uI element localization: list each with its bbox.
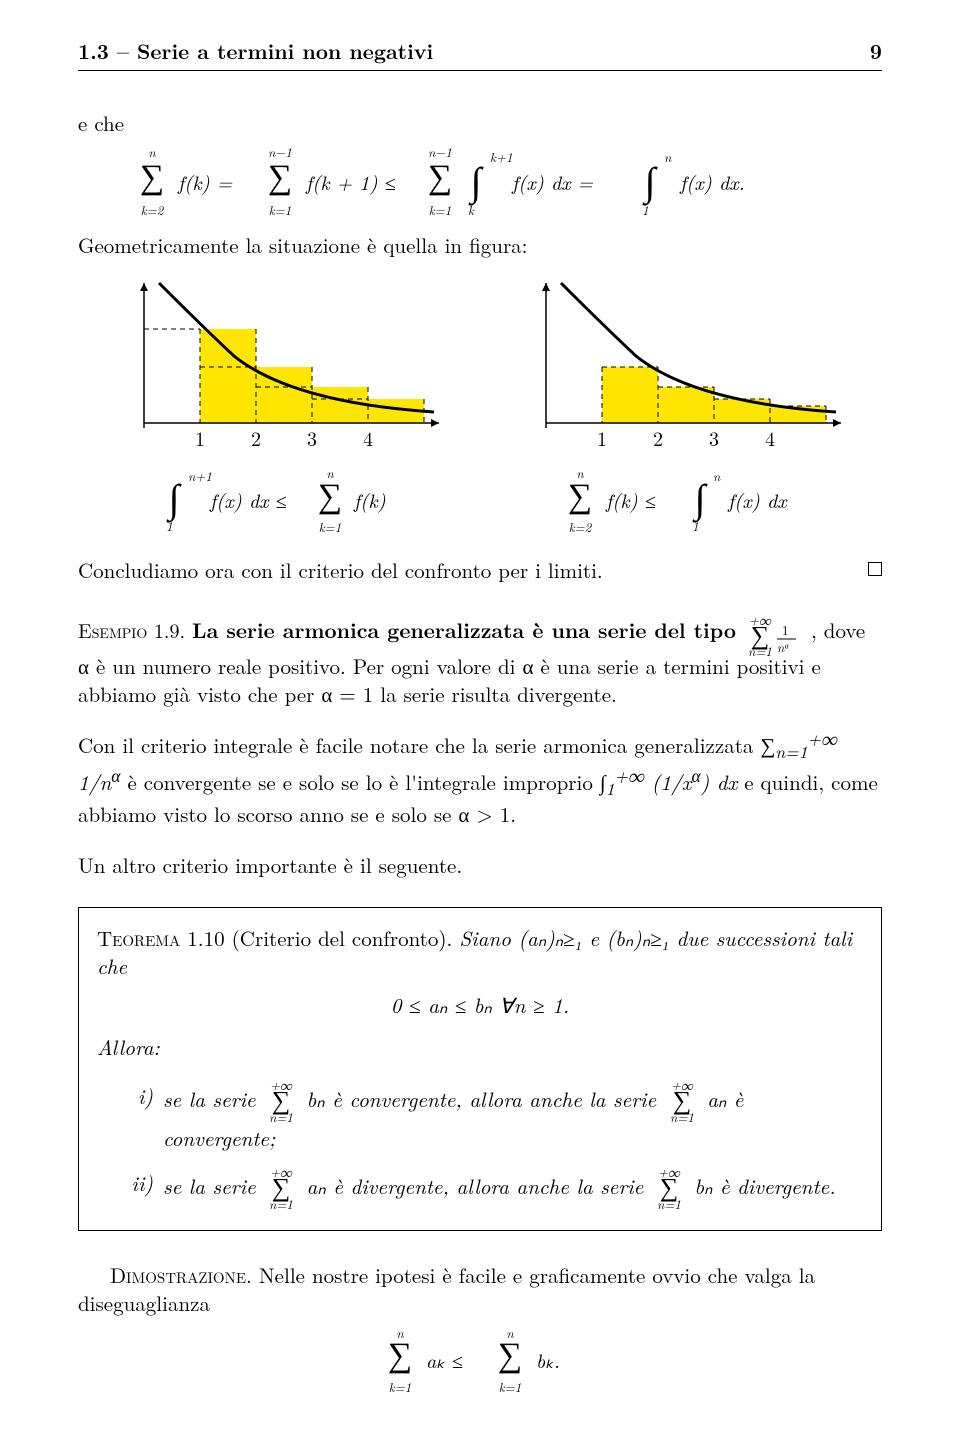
qed-box xyxy=(868,562,882,576)
svg-text:bₖ.: bₖ. xyxy=(536,1345,560,1374)
theorem-ineq: 0 ≤ aₙ ≤ bₙ ∀n ≥ 1. xyxy=(97,991,863,1019)
page: 1.3 – Serie a termini non negativi 9 e c… xyxy=(0,0,960,1446)
eq1-sum2-bot: k=1 xyxy=(269,200,292,219)
svg-text:n=1: n=1 xyxy=(269,1194,293,1210)
conclude-para: Concludiamo ora con il criterio del conf… xyxy=(78,556,882,584)
svg-text:n+1: n+1 xyxy=(188,466,212,485)
para-2: Con il criterio integrale è facile notar… xyxy=(78,727,882,829)
svg-text:∫: ∫ xyxy=(468,150,485,207)
final-equation: n ∑ k=1 aₖ ≤ n ∑ k=1 bₖ. xyxy=(78,1324,882,1396)
svg-text:nᵅ: nᵅ xyxy=(777,637,790,656)
running-header: 1.3 – Serie a termini non negativi 9 xyxy=(78,36,882,71)
svg-text:∑: ∑ xyxy=(568,469,592,517)
figL-tick-2: 2 xyxy=(251,423,261,452)
eq1-int2-top: n xyxy=(664,147,672,166)
item-ii-num: ii) xyxy=(97,1168,163,1198)
allora: Allora: xyxy=(97,1033,863,1061)
svg-text:∑: ∑ xyxy=(140,150,164,198)
esempio-label: Esempio 1.9. xyxy=(78,615,185,644)
figL-tick-3: 3 xyxy=(307,423,317,452)
svg-text:n=1: n=1 xyxy=(657,1194,681,1210)
figcap-right: n ∑ k=2 f(k) ≤ ∫ n 1 f(x) dx xyxy=(516,466,846,538)
dimo-label: Dimostrazione. xyxy=(110,1260,252,1290)
section-label: 1.3 – Serie a termini non negativi xyxy=(78,36,433,66)
integral-inline: ∫1+∞ (1/xα) dx xyxy=(600,767,737,797)
svg-text:k=1: k=1 xyxy=(319,517,342,536)
equation-chain-1: n ∑ k=2 f(k) = n−1 ∑ k=1 f(k + 1) ≤ n−1 … xyxy=(78,143,882,221)
page-number: 9 xyxy=(870,36,882,66)
eq1-sum1-bot: k=2 xyxy=(141,200,165,219)
item-ii: se la serie +∞ ∑ n=1 aₙ è divergente, al… xyxy=(163,1168,836,1210)
item-i: se la serie +∞ ∑ n=1 bₙ è convergente, a… xyxy=(163,1081,863,1153)
svg-text:∫: ∫ xyxy=(642,150,659,207)
figure-captions: ∫ n+1 1 f(x) dx ≤ n ∑ k=1 f(k) n ∑ k=2 f… xyxy=(78,466,882,538)
figL-tick-1: 1 xyxy=(195,423,205,452)
svg-text:f(k): f(k) xyxy=(353,485,386,514)
para-3: Un altro criterio importante è il seguen… xyxy=(78,851,882,879)
svg-text:∑: ∑ xyxy=(428,150,452,198)
figR-tick-3: 3 xyxy=(709,423,719,452)
eq1-int2-bot: 1 xyxy=(642,200,649,219)
teorema-title: (Criterio del confronto). xyxy=(232,923,453,953)
svg-text:n=1: n=1 xyxy=(269,1107,293,1123)
geom-text: Geometricamente la situazione è quella i… xyxy=(78,231,882,259)
eq1-int2-body: f(x) dx. xyxy=(679,167,745,196)
figure-right: 1 2 3 4 xyxy=(516,278,846,458)
dimostrazione-para: Dimostrazione. Nelle nostre ipotesi è fa… xyxy=(78,1261,882,1318)
svg-text:∑: ∑ xyxy=(388,1328,412,1376)
figure-left: 1 2 3 4 xyxy=(114,278,444,458)
svg-text:n: n xyxy=(713,466,721,485)
svg-text:f(x) dx: f(x) dx xyxy=(727,485,788,514)
bar-1 xyxy=(200,329,256,423)
svg-text:1: 1 xyxy=(166,516,173,535)
item-i-num: i) xyxy=(97,1081,163,1111)
eq1-body2: f(k + 1) ≤ xyxy=(305,167,396,196)
svg-text:1: 1 xyxy=(692,516,699,535)
teorema-label: Teorema 1.10 xyxy=(97,923,232,953)
svg-text:f(x) dx ≤: f(x) dx ≤ xyxy=(209,485,287,514)
svg-text:f(k) ≤: f(k) ≤ xyxy=(605,485,656,514)
theorem-items: i) se la serie +∞ ∑ n=1 bₙ è convergente… xyxy=(97,1081,863,1209)
theorem-box: Teorema 1.10 (Criterio del confronto). S… xyxy=(78,907,882,1231)
svg-text:k=1: k=1 xyxy=(389,1377,412,1396)
figR-tick-2: 2 xyxy=(653,423,663,452)
esempio-bold: La serie armonica generalizzata è una se… xyxy=(192,615,744,645)
lead-text: e che xyxy=(78,109,882,137)
figL-tick-4: 4 xyxy=(363,423,373,452)
eq1-int1-body: f(x) dx = xyxy=(511,167,594,196)
conclude-text: Concludiamo ora con il criterio del conf… xyxy=(78,555,603,585)
figures-row: 1 2 3 4 xyxy=(78,278,882,458)
eq1-sum3-bot: k=1 xyxy=(429,200,452,219)
svg-text:k=2: k=2 xyxy=(569,517,593,536)
svg-text:∑: ∑ xyxy=(318,469,342,517)
svg-text:n=1: n=1 xyxy=(748,641,772,656)
figR-tick-4: 4 xyxy=(765,423,775,452)
svg-text:n=1: n=1 xyxy=(670,1107,694,1123)
svg-text:∑: ∑ xyxy=(498,1328,522,1376)
eq1-body1: f(k) = xyxy=(177,167,233,196)
figR-tick-1: 1 xyxy=(597,423,607,452)
svg-text:aₖ ≤: aₖ ≤ xyxy=(426,1345,463,1374)
eq1-int1-top: k+1 xyxy=(490,147,513,166)
theorem-head: Teorema 1.10 (Criterio del confronto). S… xyxy=(97,924,863,981)
svg-text:k=1: k=1 xyxy=(499,1377,522,1396)
esempio-para: Esempio 1.9. La serie armonica generaliz… xyxy=(78,612,882,709)
bar-2 xyxy=(658,387,714,423)
eq1-int1-bot: k xyxy=(468,200,475,219)
bar-1 xyxy=(602,367,658,423)
figcap-left: ∫ n+1 1 f(x) dx ≤ n ∑ k=1 f(k) xyxy=(114,466,444,538)
svg-text:∑: ∑ xyxy=(268,150,292,198)
